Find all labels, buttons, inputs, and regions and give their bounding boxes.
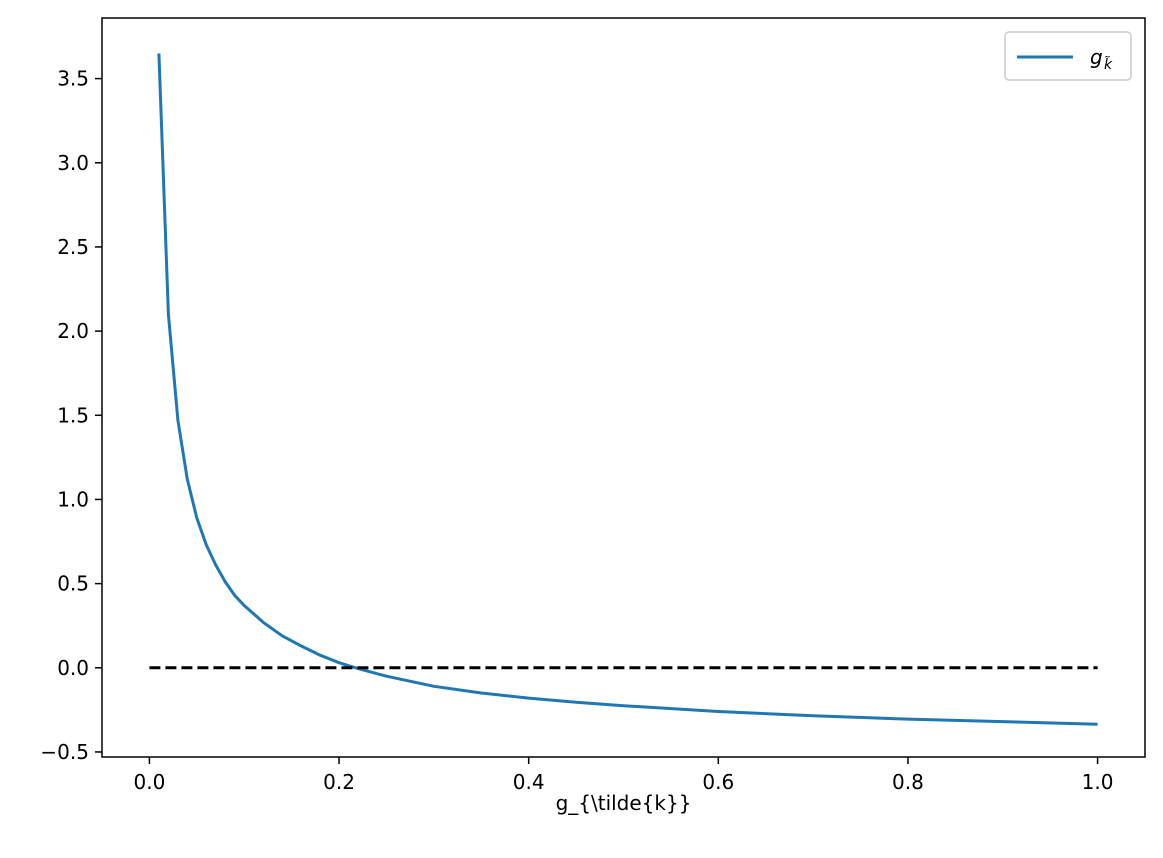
legend: g k̃: [1004, 31, 1132, 81]
x-tick-label: 0.8: [892, 770, 924, 794]
x-tick-label: 0.0: [134, 770, 166, 794]
y-tick-label: 0.0: [57, 656, 89, 680]
y-tick-label: 3.0: [57, 151, 89, 175]
x-tick-label: 0.6: [702, 770, 734, 794]
legend-label-subscript: k̃: [1104, 56, 1113, 73]
x-tick-label: 1.0: [1082, 770, 1114, 794]
plot-area: [149, 53, 1098, 726]
y-tick-label: 1.0: [57, 487, 89, 511]
x-tick-label: 0.2: [323, 770, 355, 794]
y-axis-ticks: −0.5 0.0 0.5 1.0 1.5 2.0 2.5 3.0 3.5: [40, 67, 102, 764]
y-tick-label: 2.5: [57, 235, 89, 259]
axes-frame: [101, 17, 1146, 758]
y-tick-label: 3.5: [57, 67, 89, 91]
y-tick-label: 1.5: [57, 403, 89, 427]
legend-label: g: [1090, 45, 1103, 69]
y-tick-label: −0.5: [40, 740, 89, 764]
y-tick-label: 2.0: [57, 319, 89, 343]
x-axis-ticks: 0.0 0.2 0.4 0.6 0.8 1.0: [134, 757, 1114, 794]
y-tick-label: 0.5: [57, 572, 89, 596]
x-axis-label: g_{\tilde{k}}: [556, 791, 692, 815]
x-tick-label: 0.4: [513, 770, 545, 794]
series-line: [157, 53, 1098, 726]
